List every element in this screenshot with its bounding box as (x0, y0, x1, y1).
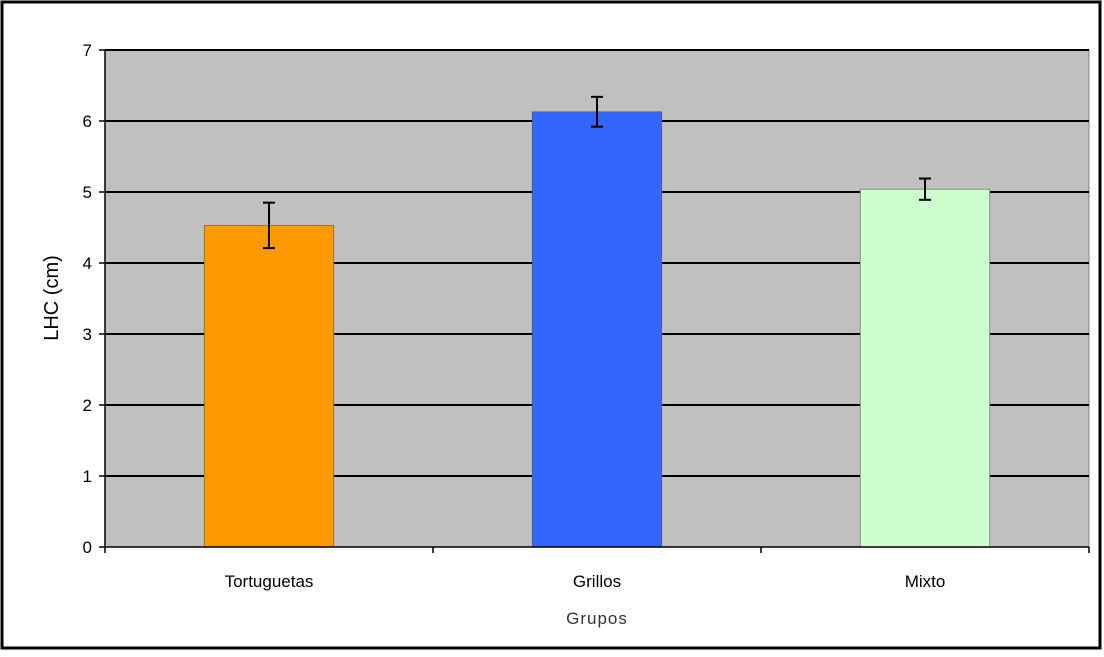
y-tick-label: 3 (83, 325, 92, 344)
x-tick-label: Mixto (905, 572, 946, 591)
axes (99, 49, 1090, 553)
y-tick-label: 7 (83, 41, 92, 60)
y-tick-label: 0 (83, 538, 92, 557)
x-tick-label: Grillos (573, 572, 621, 591)
y-tick-labels: 0 1 2 3 4 5 6 7 (83, 41, 92, 557)
x-tick-labels: Tortuguetas Grillos Mixto (225, 572, 946, 591)
y-tick-label: 2 (83, 396, 92, 415)
bar-grillos (531, 111, 663, 548)
y-tick-label: 4 (83, 254, 92, 273)
y-tick-label: 1 (83, 467, 92, 486)
x-axis-title: Grupos (566, 609, 628, 628)
bars (203, 111, 991, 548)
y-tick-label: 6 (83, 112, 92, 131)
error-bars (263, 95, 931, 250)
y-axis-title: LHC (cm) (41, 255, 63, 341)
bar-tortuguetas (203, 225, 335, 548)
x-tick-label: Tortuguetas (225, 572, 314, 591)
y-tick-label: 5 (83, 183, 92, 202)
bar-mixto (859, 188, 991, 548)
